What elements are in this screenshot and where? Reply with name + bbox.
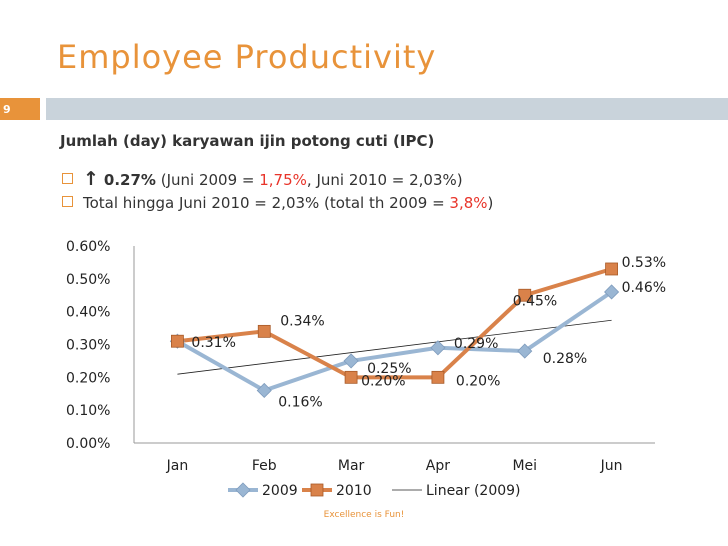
data-point-2009: [517, 343, 533, 359]
data-point-2010: [171, 334, 184, 348]
y-tick-label: 0.40%: [66, 305, 110, 321]
x-tick-label: Mei: [512, 458, 537, 474]
data-point-2009: [343, 353, 359, 369]
data-point-2010: [518, 288, 532, 302]
data-point-2009: [430, 340, 446, 356]
data-label: 0.25%: [367, 361, 411, 377]
data-point-2010: [431, 370, 445, 384]
data-label: 0.28%: [543, 351, 587, 367]
x-tick-label: Jan: [166, 458, 189, 474]
data-label: 0.16%: [278, 394, 322, 410]
bullet-highlight: 3,8%: [449, 194, 488, 212]
data-label: 0.34%: [280, 313, 324, 329]
data-label: 0.20%: [456, 373, 500, 389]
y-tick-label: 0.20%: [66, 370, 110, 386]
series-line-2009: [176, 290, 613, 393]
bullet-text-post: , Juni 2010 = 2,03%): [306, 171, 463, 189]
x-tick-label: Apr: [426, 458, 450, 474]
y-tick-label: 0.50%: [66, 272, 110, 288]
legend-marker-2009: [235, 482, 251, 498]
data-point-2010: [605, 262, 618, 276]
legend-marker-2010: [310, 483, 324, 497]
data-label: 0.46%: [622, 280, 666, 296]
data-point-2009: [604, 284, 620, 300]
y-tick-label: 0.60%: [66, 239, 110, 255]
x-tick-label: Jun: [600, 458, 623, 474]
x-tick-label: Feb: [252, 458, 277, 474]
data-label: 0.31%: [191, 335, 235, 351]
bullet-highlight: 1,75%: [259, 171, 307, 189]
slide-number-bar: [0, 98, 40, 120]
y-tick-label: 0.10%: [66, 403, 110, 419]
trendline: [177, 319, 612, 375]
bullet-box-icon: [62, 173, 73, 184]
footer-tagline: Excellence is Fun!: [323, 510, 405, 520]
y-tick-label: 0.00%: [66, 436, 110, 452]
legend-label: 2009: [262, 483, 298, 499]
slide-number: 9: [3, 103, 11, 116]
series-line-2010: [177, 267, 613, 380]
bullet-text-post: ): [487, 194, 494, 212]
header-rule-bar: [46, 98, 728, 120]
data-point-2010: [344, 370, 358, 384]
bullet-text-pre: (Juni 2009 =: [155, 171, 260, 189]
data-label: 0.20%: [361, 373, 405, 389]
x-tick-label: Mar: [338, 458, 365, 474]
up-arrow-icon: ↑: [83, 168, 99, 190]
data-label: 0.29%: [454, 336, 498, 352]
section-heading: Jumlah (day) karyawan ijin potong cuti (…: [60, 132, 435, 150]
y-tick-label: 0.30%: [66, 338, 110, 354]
data-point-2009: [256, 382, 272, 399]
slide-title: Employee Productivity: [57, 38, 437, 76]
bullet-text-pre: Total hingga Juni 2010 = 2,03% (total th…: [83, 194, 450, 212]
data-label: 0.53%: [622, 255, 666, 271]
bullet-item-2: Total hingga Juni 2010 = 2,03% (total th…: [62, 194, 493, 212]
bullet-box-icon: [62, 196, 73, 207]
legend-label: 2010: [336, 483, 372, 499]
bullet-item-1: ↑ 0.27% (Juni 2009 = 1,75%, Juni 2010 = 2…: [62, 168, 463, 190]
data-label: 0.45%: [513, 293, 557, 309]
legend-label: Linear (2009): [426, 483, 521, 499]
bullet-value: 0.27%: [103, 171, 156, 189]
data-point-2010: [257, 324, 271, 338]
